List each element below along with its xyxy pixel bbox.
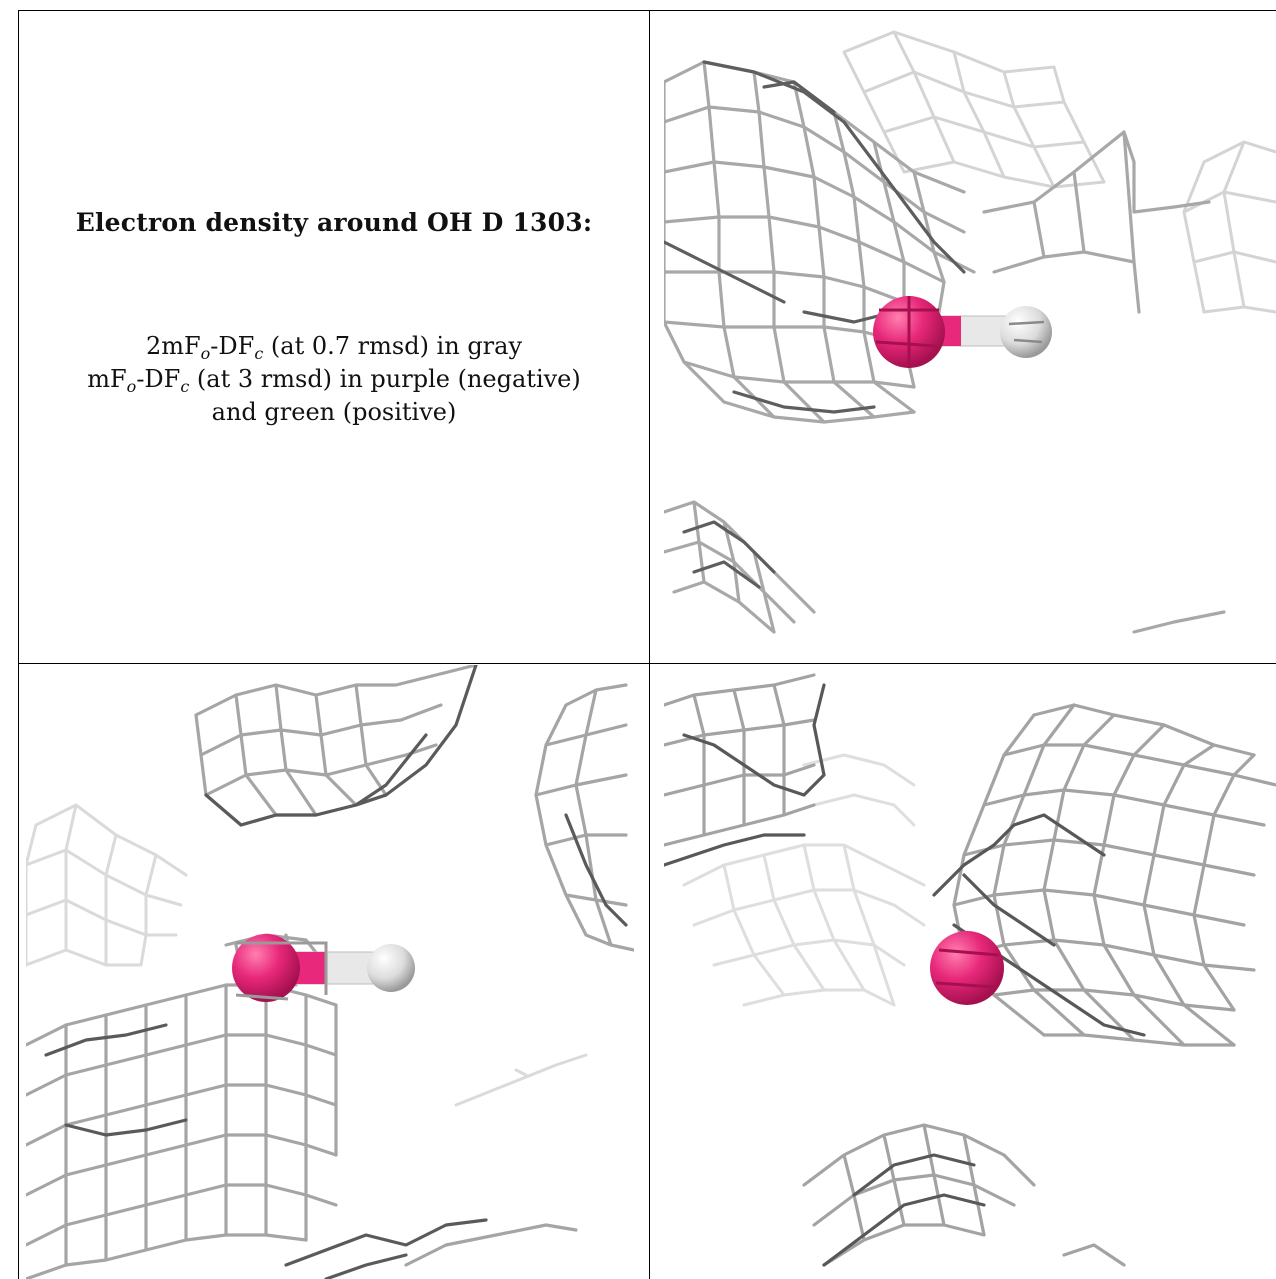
mesh-back xyxy=(26,803,588,1107)
panel-title: Electron density around OH D 1303: xyxy=(75,208,593,237)
oxygen-atom xyxy=(930,931,1004,1005)
legend-line-2mfo: 2mFo-DFc (at 0.7 rmsd) in gray xyxy=(145,332,523,363)
frame-top xyxy=(18,10,1276,11)
hydroxyl-molecule xyxy=(873,296,1052,368)
view-top-right xyxy=(664,12,1276,636)
legend-line-positive: and green (positive) xyxy=(211,398,457,426)
mesh-edge xyxy=(664,683,1146,1267)
oxygen-only xyxy=(930,931,1004,1005)
oxygen-atom xyxy=(232,934,300,1002)
legend-description: 2mFo-DFc (at 0.7 rmsd) in gray mFo-DFc (… xyxy=(18,330,650,429)
frame-middle-vertical xyxy=(649,10,650,1279)
mesh-edge xyxy=(44,665,628,1279)
frame-middle-horizontal xyxy=(18,663,1276,664)
mesh-bottom-right xyxy=(664,673,1276,1267)
hydroxyl-molecule xyxy=(232,934,415,1002)
mesh-back xyxy=(842,30,1276,314)
hydrogen-atom xyxy=(1000,306,1052,358)
view-bottom-left xyxy=(26,665,634,1279)
mesh-back xyxy=(682,753,926,1007)
legend-line-mfo: mFo-DFc (at 3 rmsd) in purple (negative) xyxy=(87,365,581,396)
mesh-edge xyxy=(664,60,966,589)
info-panel: Electron density around OH D 1303: 2mFo-… xyxy=(18,12,650,660)
hydrogen-atom xyxy=(367,944,415,992)
view-bottom-right xyxy=(664,665,1276,1279)
mesh-bottom-left xyxy=(26,665,634,1279)
frame-left xyxy=(18,10,19,1279)
mesh-top-right xyxy=(664,30,1276,634)
